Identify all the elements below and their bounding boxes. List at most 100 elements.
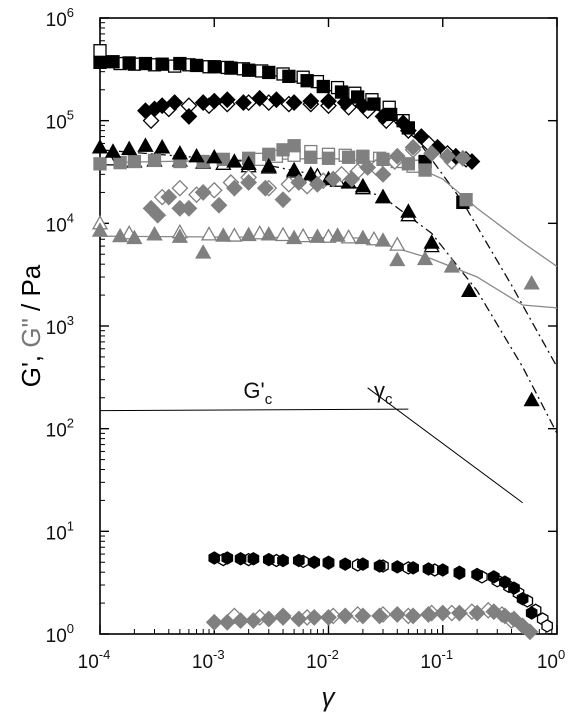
triangle-marker — [523, 391, 540, 407]
annotation-label: γc — [374, 378, 393, 408]
diamond-marker — [359, 159, 377, 176]
triangle-marker — [389, 236, 406, 251]
x-tick-labels: 10-4 10-3 10-2 10-1 100 — [78, 647, 566, 673]
y-tick-label: 104 — [46, 210, 74, 236]
diamond-marker — [423, 144, 441, 162]
diamond-marker — [394, 114, 412, 132]
triangle-marker — [416, 250, 434, 266]
guide-line — [367, 387, 523, 504]
diamond-marker — [434, 604, 452, 622]
data-markers — [91, 44, 553, 641]
diamond-marker — [234, 94, 252, 112]
triangle-marker — [460, 282, 478, 297]
square-marker — [241, 63, 256, 77]
square-marker — [189, 58, 204, 73]
hexagon-marker — [422, 562, 435, 576]
hexagon-marker — [525, 606, 538, 620]
diamond-marker — [320, 609, 337, 626]
triangle-marker — [206, 148, 223, 164]
x-axis-label: γ — [322, 682, 337, 712]
triangle-marker — [137, 137, 154, 152]
diamond-marker — [180, 107, 198, 125]
diamond-marker — [354, 97, 372, 115]
y-tick-label: 100 — [46, 621, 74, 647]
fit-lines — [99, 61, 558, 434]
triangle-marker — [171, 145, 188, 160]
hexagon-marker — [247, 552, 260, 566]
triangle-marker — [423, 234, 440, 249]
square-marker — [401, 157, 416, 171]
hexagon-marker — [391, 560, 404, 574]
triangle-marker — [251, 224, 268, 240]
triangle-marker — [146, 226, 163, 241]
y-tick-label: 106 — [46, 5, 74, 31]
diamond-marker — [420, 606, 437, 623]
triangle-marker — [285, 161, 303, 177]
triangle-marker — [121, 140, 138, 156]
square-marker — [113, 156, 127, 170]
triangle-marker — [365, 230, 383, 246]
diamond-marker — [218, 613, 236, 631]
diamond-marker — [324, 170, 342, 188]
diamond-marker — [290, 174, 308, 191]
triangle-marker — [91, 138, 109, 154]
diamond-marker — [160, 188, 178, 206]
diamond-marker — [374, 107, 392, 125]
triangle-marker — [400, 203, 417, 218]
hexagon-marker — [541, 619, 553, 633]
diamond-marker — [336, 94, 354, 112]
guide-line — [99, 408, 409, 412]
square-marker — [282, 69, 296, 84]
diamond-marker — [305, 609, 323, 626]
diamond-marker — [240, 174, 258, 191]
triangle-marker — [226, 227, 243, 242]
diamond-marker — [205, 92, 223, 110]
triangle-marker — [226, 153, 243, 168]
diamond-marker — [225, 179, 243, 197]
diamond-marker — [274, 609, 292, 626]
triangle-marker — [309, 228, 326, 243]
triangle-marker — [302, 166, 319, 181]
hexagon-marker — [516, 592, 529, 606]
diamond-marker — [496, 607, 514, 625]
diamond-marker — [521, 623, 539, 641]
square-marker — [106, 55, 120, 69]
hexagon-marker — [373, 559, 386, 573]
triangle-marker — [126, 229, 143, 245]
hexagon-marker — [208, 551, 221, 565]
y-tick-label: 101 — [46, 518, 74, 544]
diamond-marker — [218, 91, 236, 109]
hexagon-marker — [308, 555, 321, 569]
triangle-marker — [389, 251, 406, 267]
x-tick-label: 10-4 — [78, 647, 111, 673]
square-marker — [341, 150, 356, 164]
hexagon-marker — [292, 553, 305, 568]
square-marker — [304, 150, 318, 164]
square-marker — [276, 143, 290, 157]
square-marker — [138, 56, 153, 71]
square-marker — [127, 154, 142, 169]
triangle-marker — [340, 229, 357, 244]
square-marker — [93, 55, 107, 69]
square-marker — [459, 193, 473, 207]
x-tick-label: 10-1 — [420, 647, 453, 673]
diamond-marker — [171, 179, 189, 197]
y-tick-label: 105 — [46, 108, 74, 134]
square-marker — [93, 157, 107, 171]
diamond-marker — [232, 612, 249, 630]
diamond-marker — [260, 610, 278, 628]
diamond-marker — [451, 604, 468, 622]
x-tick-label: 10-3 — [192, 647, 225, 673]
diamond-marker — [336, 607, 354, 625]
square-marker — [155, 57, 169, 71]
guide-lines — [99, 387, 523, 504]
triangle-marker — [91, 222, 109, 237]
triangle-marker — [188, 147, 205, 163]
diamond-marker — [194, 184, 212, 201]
diamond-marker — [244, 612, 262, 630]
diamond-marker — [404, 607, 422, 625]
hexagon-marker — [407, 561, 419, 575]
triangle-marker — [171, 228, 188, 243]
triangle-marker — [374, 232, 392, 247]
